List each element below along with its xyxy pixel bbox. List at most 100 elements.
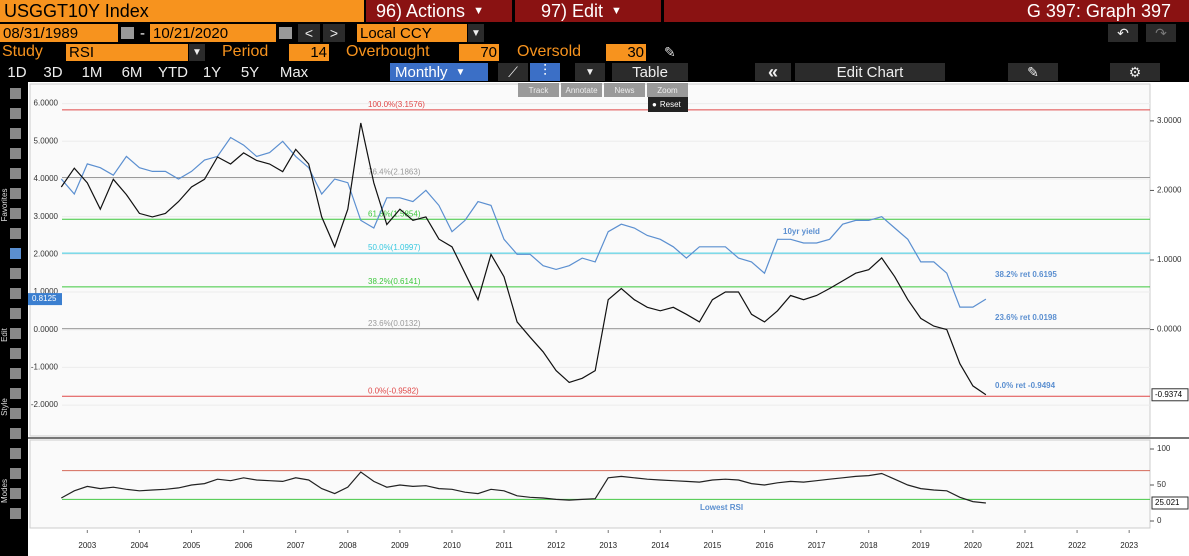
annotation: 0.0% ret -0.9494 [995, 381, 1056, 390]
sidebar-icon [10, 268, 21, 279]
fib-label: 38.2%(0.6141) [368, 277, 421, 286]
edit-menu[interactable]: 97) Edit ▼ [515, 0, 661, 22]
table-button[interactable]: Table [612, 63, 688, 81]
y-tick-label: 4.0000 [34, 174, 59, 183]
x-tick-label: 2021 [1016, 541, 1034, 550]
fib-label: 23.6%(0.0132) [368, 319, 421, 328]
tool-button[interactable]: Zoom [647, 83, 688, 97]
edit-label: 97) Edit [541, 0, 604, 21]
series-label: 10yr yield [783, 227, 820, 236]
prev-button[interactable]: < [298, 24, 320, 42]
sidebar-icon [10, 328, 21, 339]
annotation: Lowest RSI [700, 503, 743, 512]
y2-tick-label: 2.0000 [1157, 186, 1182, 195]
sidebar-icon [10, 308, 21, 319]
calendar-icon[interactable] [279, 27, 292, 39]
range-button[interactable]: 6M [121, 63, 143, 81]
sidebar-icon [10, 188, 21, 199]
redo-button[interactable]: ↷ [1146, 24, 1176, 42]
actions-menu[interactable]: 96) Actions ▼ [366, 0, 512, 22]
y-tick-label: 5.0000 [34, 136, 59, 145]
line-series [61, 471, 986, 504]
draw-icon[interactable]: ✎ [1008, 63, 1058, 81]
sidebar-icon [10, 348, 21, 359]
ticker[interactable]: USGGT10Y Index [0, 0, 364, 22]
sidebar-label: Modes [0, 479, 9, 504]
x-tick-label: 2008 [339, 541, 357, 550]
sidebar-icon [10, 408, 21, 419]
y-tick-label: 0.0000 [34, 325, 59, 334]
tool-button[interactable]: News [604, 83, 645, 97]
value-tag-label: 0.8125 [32, 294, 57, 303]
next-button[interactable]: > [323, 24, 345, 42]
line-series [60, 122, 987, 396]
tool-button[interactable]: Track [518, 83, 559, 97]
reset-button[interactable]: ● Reset [648, 97, 688, 112]
value-tag [1151, 496, 1189, 510]
frequency[interactable]: Monthly ▼ [390, 63, 488, 81]
bar-icon[interactable]: ⫶ [530, 63, 560, 81]
sidebar-icon [10, 448, 21, 459]
oversold-value[interactable]: 30 [606, 44, 646, 61]
sidebar-icon [10, 88, 21, 99]
period-value[interactable]: 14 [289, 44, 329, 61]
range-button[interactable]: 1M [81, 63, 103, 81]
sidebar-label: Edit [0, 328, 9, 342]
y2-tick-label: 3.0000 [1157, 116, 1182, 125]
y-tick-label: -1.0000 [31, 363, 59, 372]
study-dropdown[interactable]: ▼ [189, 44, 205, 61]
study-label: Study [2, 43, 43, 60]
range-button[interactable]: Max [279, 63, 309, 81]
y-tick-label: 6.0000 [34, 99, 59, 108]
oversold-label: Oversold [517, 43, 582, 60]
y-tick-label: 1.0000 [34, 287, 59, 296]
range-button[interactable]: YTD [158, 63, 188, 81]
end-date[interactable]: 10/21/2020 [150, 24, 276, 42]
currency[interactable]: Local CCY [357, 24, 467, 42]
overbought-value[interactable]: 70 [459, 44, 499, 61]
range-button[interactable]: 3D [43, 63, 63, 81]
line-series [60, 136, 987, 308]
sidebar-icon [10, 128, 21, 139]
x-tick-label: 2005 [183, 541, 201, 550]
x-tick-label: 2020 [964, 541, 982, 550]
study-name[interactable]: RSI [66, 44, 188, 61]
reset-label: Reset [659, 100, 681, 109]
settings-icon[interactable]: ⚙ [1110, 63, 1160, 81]
sidebar-icon [10, 248, 21, 259]
sidebar-label: Style [0, 398, 9, 416]
x-tick-label: 2023 [1120, 541, 1138, 550]
undo-button[interactable]: ↶ [1108, 24, 1138, 42]
range-button[interactable]: 1D [7, 63, 27, 81]
x-tick-label: 2013 [599, 541, 617, 550]
start-date[interactable]: 08/31/1989 [0, 24, 118, 42]
frequency-label: Monthly [395, 63, 448, 81]
range-button[interactable]: 5Y [240, 63, 260, 81]
x-tick-label: 2003 [78, 541, 96, 550]
collapse-button[interactable]: « [755, 62, 791, 82]
x-tick-label: 2017 [808, 541, 826, 550]
value-tag-label: -0.9374 [1155, 390, 1183, 399]
line-icon[interactable]: ⟋ [498, 63, 528, 81]
x-tick-label: 2004 [130, 541, 148, 550]
x-tick-label: 2018 [860, 541, 878, 550]
tool-button[interactable]: Annotate [561, 83, 602, 97]
currency-dropdown[interactable]: ▼ [468, 24, 484, 42]
y-tick-label: -2.0000 [31, 400, 59, 409]
calendar-icon[interactable] [121, 27, 134, 39]
chart-type-dropdown[interactable]: ▼ [575, 63, 605, 81]
edit-chart-button[interactable]: Edit Chart [795, 63, 945, 81]
x-tick-label: 2011 [495, 541, 513, 550]
sidebar-icon [10, 468, 21, 479]
range-button[interactable]: 1Y [202, 63, 222, 81]
sidebar-icon [10, 288, 21, 299]
annotation: 38.2% ret 0.6195 [995, 270, 1057, 279]
sidebar-label: Favorites [0, 188, 9, 222]
rsi-plot [29, 439, 1151, 529]
pen-icon[interactable]: ✎ [664, 43, 676, 60]
x-tick-label: 2010 [443, 541, 461, 550]
sidebar-icon [10, 488, 21, 499]
x-tick-label: 2012 [547, 541, 565, 550]
period-label: Period [222, 43, 269, 60]
